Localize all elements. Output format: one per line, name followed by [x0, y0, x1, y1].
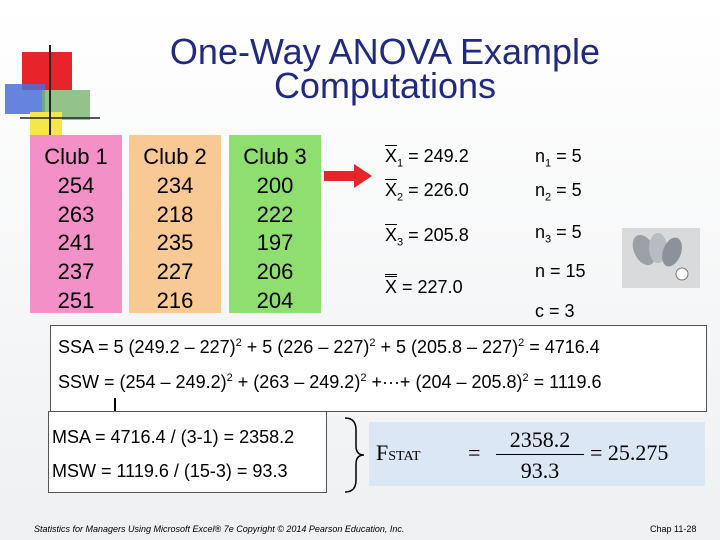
cell: 234	[156, 172, 194, 198]
title: One-Way ANOVA Example	[169, 31, 601, 72]
ssa: SSA = 5 (249.2 – 227)2 + 5 (226 – 227)2 …	[58, 337, 600, 358]
text: + 5 (226 – 227)	[241, 337, 370, 357]
cell: 263	[57, 201, 95, 227]
text: X	[385, 180, 398, 200]
cell: 206	[256, 259, 294, 285]
text: 2	[235, 337, 242, 349]
table-column: Club 2 234 218 235 227 216	[129, 135, 221, 313]
text: 3	[397, 236, 404, 249]
text: SSA = 5 (249.2 – 227)	[58, 337, 236, 357]
msw: MSW = 1119.6 / (15-3) = 93.3	[52, 461, 288, 481]
cell: 204	[256, 287, 294, 313]
f-label: FSTAT	[376, 440, 421, 466]
text: 2	[369, 337, 376, 349]
header: Club 2	[143, 144, 207, 169]
cell: 218	[156, 201, 194, 227]
logo-decoration	[5, 45, 100, 150]
text: n	[535, 222, 546, 242]
text: X	[385, 274, 398, 297]
cell: 251	[57, 287, 95, 313]
text: 2	[518, 337, 525, 349]
size: n3 = 5	[535, 222, 582, 246]
size: n2 = 5	[535, 180, 582, 204]
text: + 5 (205.8 – 227)	[375, 337, 519, 357]
mean-squares-box	[48, 411, 327, 493]
footer: Chap 11-28	[650, 524, 697, 534]
text: = 226.0	[403, 180, 469, 200]
cell: 235	[156, 230, 194, 256]
text: +···+ (204 – 205.8)	[366, 372, 523, 392]
groups: c = 3	[535, 301, 575, 321]
clubs-image	[622, 228, 700, 288]
text: 1	[397, 157, 404, 170]
text: n	[535, 180, 546, 200]
header: Club 1	[44, 144, 108, 169]
arrow	[324, 164, 372, 188]
text: 2	[397, 191, 404, 204]
f-result: = 25.275	[590, 440, 669, 465]
f-denominator: 93.3	[520, 458, 560, 483]
text: n	[535, 146, 546, 166]
title: Computations	[273, 65, 497, 106]
text: 2	[226, 372, 233, 384]
text: = 249.2	[403, 146, 469, 166]
text: 2	[545, 191, 552, 204]
text: 1	[545, 157, 552, 170]
text: F	[376, 440, 389, 465]
ssw: SSW = (254 – 249.2)2 + (263 – 249.2)2 +·…	[58, 372, 602, 393]
text: 3	[545, 233, 552, 246]
text: STAT	[388, 449, 421, 464]
msa: MSA = 4716.4 / (3-1) = 2358.2	[52, 427, 295, 447]
text: = 1119.6	[528, 372, 602, 392]
f-eq: =	[468, 440, 481, 465]
text: 2	[522, 372, 529, 384]
cell: 222	[256, 201, 294, 227]
f-numerator: 2358.2	[509, 427, 571, 452]
text: X	[385, 146, 398, 166]
text: X	[385, 225, 398, 245]
mean: X3 = 205.8	[385, 225, 469, 249]
text: + (263 – 249.2)	[232, 372, 361, 392]
mean: X1 = 249.2	[385, 146, 469, 170]
fraction-bar	[496, 454, 584, 455]
text: = 5	[551, 146, 582, 166]
mean: X2 = 226.0	[385, 180, 469, 204]
table-column: Club 1 254 263 241 237 251	[30, 135, 122, 313]
text: SSW = (254 – 249.2)	[58, 372, 227, 392]
text: = 5	[551, 180, 582, 200]
cell: 197	[256, 230, 294, 256]
text: 2	[360, 372, 367, 384]
text: = 227.0	[397, 277, 463, 297]
brace	[344, 417, 365, 493]
cell: 200	[256, 172, 294, 198]
text: = 4716.4	[524, 337, 600, 357]
grand-mean: X = 227.0	[385, 274, 463, 298]
sums-box	[50, 325, 707, 412]
header: Club 3	[243, 144, 307, 169]
cell: 241	[57, 230, 95, 256]
cell: 254	[57, 172, 95, 198]
footer: Statistics for Managers Using Microsoft …	[34, 524, 405, 534]
size: n1 = 5	[535, 146, 582, 170]
text: = 205.8	[403, 225, 469, 245]
cell: 227	[156, 259, 194, 285]
cell: 216	[156, 287, 194, 313]
total-n: n = 15	[535, 261, 586, 281]
table-column: Club 3 200 222 197 206 204	[229, 135, 321, 313]
text: = 5	[551, 222, 582, 242]
cell: 237	[57, 259, 95, 285]
